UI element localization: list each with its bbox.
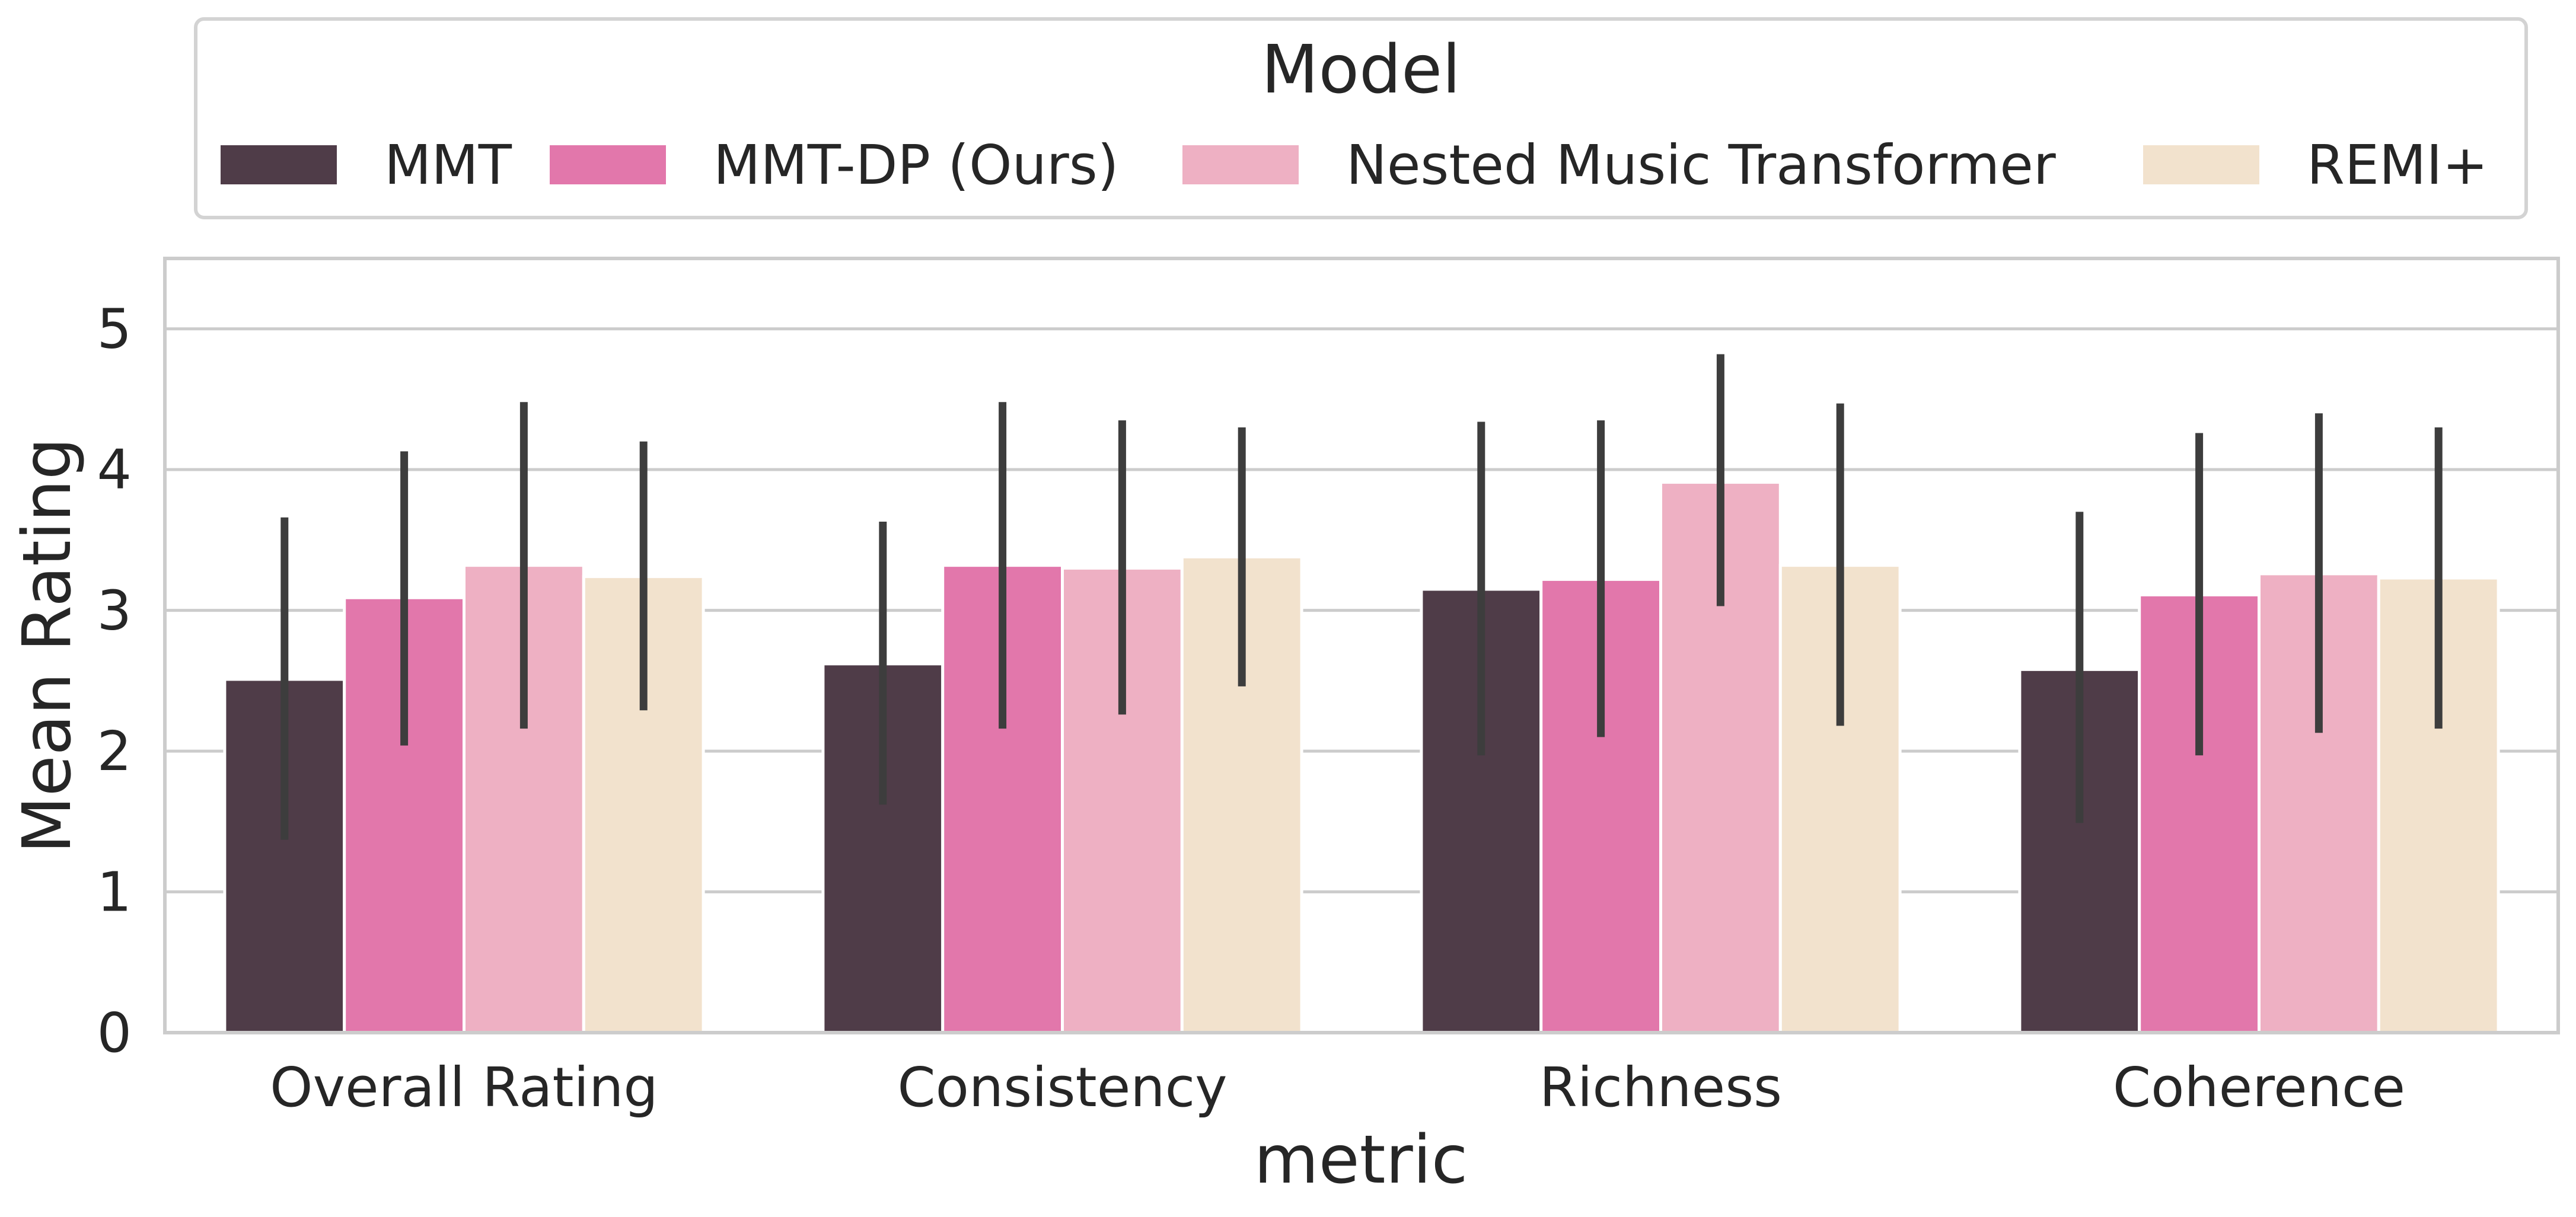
legend-label: MMT-DP (Ours) (713, 133, 1119, 197)
plot-frame (163, 257, 2560, 1034)
x-tick-label: Overall Rating (270, 1056, 658, 1119)
y-tick-label: 3 (97, 579, 132, 643)
y-tick-label: 4 (97, 438, 132, 502)
y-tick-label: 0 (97, 1001, 132, 1065)
x-tick-label: Consistency (897, 1056, 1227, 1119)
x-axis-title: metric (1254, 1122, 1468, 1199)
legend-label: MMT (384, 133, 512, 197)
legend-swatch (2143, 145, 2259, 184)
legend-label: Nested Music Transformer (1346, 133, 2056, 197)
legend-swatch (221, 145, 337, 184)
legend-swatch (1182, 145, 1299, 184)
x-axis-ticks: Overall Rating Consistency Richness Coheren… (270, 1056, 2405, 1119)
error-bars (280, 354, 2443, 840)
plot-area (163, 257, 2560, 1034)
x-tick-label: Coherence (2113, 1056, 2405, 1119)
y-axis-ticks: 0 1 2 3 4 5 (97, 298, 132, 1065)
y-tick-label: 1 (97, 861, 132, 924)
y-tick-label: 2 (97, 720, 132, 783)
y-axis-title: Mean Rating (9, 437, 86, 854)
legend-title: Model (1261, 31, 1461, 108)
y-tick-label: 5 (97, 298, 132, 361)
legend-frame (194, 17, 2528, 219)
legend-swatch (550, 145, 666, 184)
x-tick-label: Richness (1539, 1056, 1782, 1119)
legend: Model MMT MMT-DP (Ours) Nested Music Trans… (194, 17, 2528, 219)
legend-label: REMI+ (2307, 133, 2488, 197)
